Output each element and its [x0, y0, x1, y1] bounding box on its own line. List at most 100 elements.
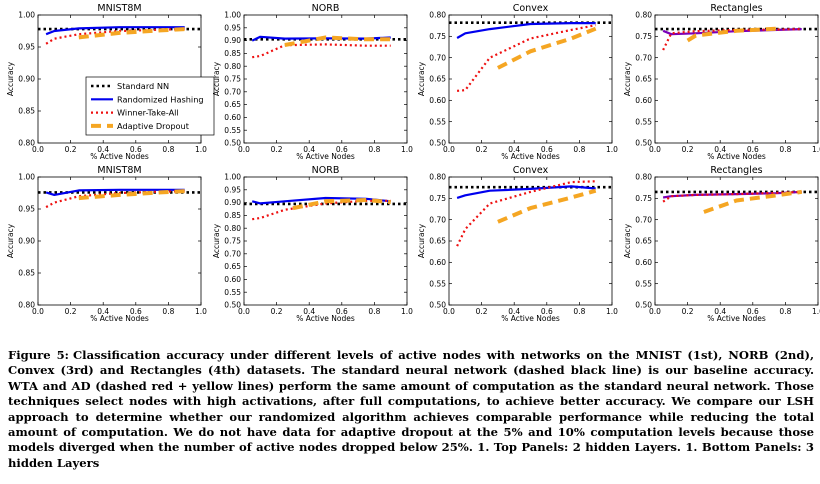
- y-tick-label: 0.75: [635, 32, 652, 41]
- y-tick-label: 0.95: [224, 23, 241, 32]
- chart-panel-top-1: MNIST8M 0.0 0.2 0.4 0.6 0.8 1.0 0.80 0.85 0.90 0.9…: [6, 3, 207, 161]
- series-group: [449, 180, 612, 247]
- x-axis-label: % Active Nodes: [707, 152, 766, 161]
- y-tick-label: 0.75: [224, 237, 241, 246]
- x-axis-label: % Active Nodes: [90, 314, 149, 323]
- y-axis-label: Accuracy: [212, 223, 221, 258]
- y-tick-label: 0.50: [429, 139, 446, 148]
- legend-label-randomized-hashing: Randomized Hashing: [117, 94, 204, 104]
- series-line-adaptive-dropout: [78, 27, 185, 40]
- x-tick-label: 1.0: [401, 145, 413, 154]
- axes-frame: [448, 176, 613, 306]
- x-tick-label: 1.0: [401, 307, 413, 316]
- y-tick-label: 0.80: [635, 173, 652, 182]
- x-tick-label: 0.6: [130, 307, 142, 316]
- y-tick-label: 0.90: [224, 198, 241, 207]
- series-line-randomized-hashing: [45, 188, 185, 196]
- y-tick-label: 0.65: [429, 237, 446, 246]
- y-tick-label: 0.85: [224, 211, 241, 220]
- panel-title: MNIST8M: [97, 165, 141, 176]
- x-tick-label: 0.8: [368, 145, 380, 154]
- x-tick-label: 0.4: [303, 307, 315, 316]
- x-axis-label: % Active Nodes: [707, 314, 766, 323]
- y-tick-label: 0.95: [224, 185, 241, 194]
- chart-panel-bottom-1: MNIST8M 0.0 0.2 0.4 0.6 0.8 1.0 0.80 0.85 0.90 0.9…: [6, 165, 207, 323]
- legend-label-standard-nn: Standard NN: [117, 81, 169, 91]
- series-line-winner-take-all: [662, 190, 802, 203]
- x-tick-label: 0.0: [32, 145, 44, 154]
- legend-label-adaptive-dropout: Adaptive Dropout: [117, 121, 190, 131]
- y-tick-label: 0.75: [429, 194, 446, 203]
- y-tick-label: 0.90: [224, 36, 241, 45]
- series-line-adaptive-dropout: [686, 26, 778, 43]
- y-tick-label: 0.70: [429, 53, 446, 62]
- y-tick-label: 0.65: [224, 100, 241, 109]
- y-tick-label: 0.80: [429, 173, 446, 182]
- x-tick-label: 0.4: [97, 307, 109, 316]
- x-tick-label: 0.8: [573, 307, 585, 316]
- chart-grid: MNIST8M 0.0 0.2 0.4 0.6 0.8 1.0 0.80 0.85 0.90 0.9…: [6, 3, 820, 323]
- x-tick-label: 0.0: [649, 145, 661, 154]
- series-line-randomized-hashing: [456, 22, 596, 39]
- x-tick-label: 0.2: [682, 307, 694, 316]
- x-tick-label: 1.0: [606, 307, 618, 316]
- x-tick-label: 0.0: [649, 307, 661, 316]
- x-tick-label: 0.0: [238, 145, 250, 154]
- series-line-winner-take-all: [456, 180, 596, 247]
- series-group: [655, 189, 818, 214]
- x-tick-label: 0.4: [97, 145, 109, 154]
- chart-panel-bottom-3: Convex 0.0 0.2 0.4 0.6 0.8 1.0 0.50 0.55 0.60 0.65…: [417, 165, 618, 323]
- x-tick-label: 0.8: [779, 307, 791, 316]
- x-tick-label: 0.6: [747, 307, 759, 316]
- y-tick-label: 0.65: [224, 262, 241, 271]
- y-tick-label: 0.65: [635, 75, 652, 84]
- y-axis-label: Accuracy: [417, 61, 426, 96]
- y-tick-label: 0.80: [18, 139, 35, 148]
- panel-title: Convex: [513, 165, 549, 176]
- x-tick-label: 0.2: [476, 307, 488, 316]
- y-tick-label: 0.55: [224, 288, 241, 297]
- x-tick-label: 0.4: [714, 307, 726, 316]
- series-line-winner-take-all: [662, 28, 802, 51]
- y-tick-label: 0.75: [429, 32, 446, 41]
- y-tick-label: 0.50: [635, 301, 652, 310]
- x-tick-label: 0.4: [508, 145, 520, 154]
- x-tick-label: 0.2: [271, 145, 283, 154]
- y-tick-label: 0.60: [635, 96, 652, 105]
- y-tick-label: 0.65: [635, 237, 652, 246]
- x-axis-label: % Active Nodes: [501, 152, 560, 161]
- y-tick-label: 0.75: [635, 194, 652, 203]
- y-tick-label: 0.70: [635, 215, 652, 224]
- x-tick-label: 0.2: [271, 307, 283, 316]
- series-line-winner-take-all: [252, 43, 391, 59]
- chart-panel-top-4: Rectangles 0.0 0.2 0.4 0.6 0.8 1.0 0.50 0.55 0.60…: [623, 3, 820, 161]
- x-tick-label: 0.0: [443, 145, 455, 154]
- series-line-adaptive-dropout: [78, 189, 185, 201]
- series-line-randomized-hashing: [456, 185, 596, 199]
- series-group: [244, 35, 407, 59]
- x-tick-label: 1.0: [812, 145, 820, 154]
- axes-frame: [243, 14, 408, 144]
- y-tick-label: 1.00: [224, 11, 241, 20]
- y-tick-label: 0.60: [635, 258, 652, 267]
- x-tick-label: 0.6: [541, 145, 553, 154]
- y-tick-label: 0.80: [224, 224, 241, 233]
- series-line-randomized-hashing: [251, 196, 391, 205]
- y-axis-label: Accuracy: [417, 223, 426, 258]
- caption-text: Classification accuracy under different …: [8, 348, 814, 470]
- x-tick-label: 0.2: [682, 145, 694, 154]
- panel-title: Convex: [513, 3, 549, 14]
- series-group: [449, 21, 612, 92]
- y-axis-label: Accuracy: [623, 61, 632, 96]
- y-tick-label: 0.60: [429, 96, 446, 105]
- legend: Standard NN Randomized Hashing Winner-Take…: [85, 76, 215, 136]
- y-tick-label: 0.85: [224, 49, 241, 58]
- x-tick-label: 0.8: [779, 145, 791, 154]
- chart-panel-bottom-2: NORB 0.0 0.2 0.4 0.6 0.8 1.0 0.50 0.55 0.60 0.65 0.…: [212, 165, 413, 323]
- x-tick-label: 0.0: [32, 307, 44, 316]
- axes-frame: [448, 14, 613, 144]
- y-tick-label: 0.95: [18, 205, 35, 214]
- y-tick-label: 0.60: [224, 113, 241, 122]
- y-tick-label: 0.55: [635, 117, 652, 126]
- x-axis-label: % Active Nodes: [501, 314, 560, 323]
